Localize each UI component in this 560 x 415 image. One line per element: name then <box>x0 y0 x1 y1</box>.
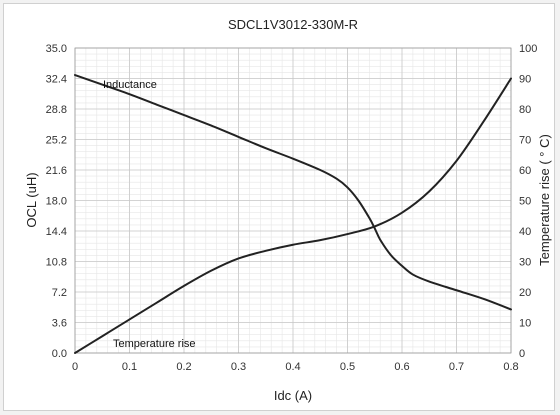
x-tick-label: 0.4 <box>285 361 300 373</box>
y-right-tick-label: 90 <box>519 74 531 86</box>
y-right-tick-label: 20 <box>519 287 531 299</box>
x-tick-label: 0.5 <box>340 361 355 373</box>
chart-frame <box>3 3 555 411</box>
y-right-tick-label: 100 <box>519 43 537 55</box>
x-tick-label: 0.7 <box>449 361 464 373</box>
series-line-temperature-rise <box>74 77 512 354</box>
plot-area <box>74 47 512 354</box>
y-right-axis-title: Temperature rise ( ° C) <box>537 134 552 266</box>
temperature-rise-annotation: Temperature rise <box>113 338 196 350</box>
y-left-tick-label: 25.2 <box>46 135 67 147</box>
y-right-tick-label: 0 <box>519 348 525 360</box>
y-left-tick-label: 7.2 <box>52 287 67 299</box>
y-right-tick-label: 50 <box>519 196 531 208</box>
y-right-tick-label: 10 <box>519 318 531 330</box>
y-right-tick-label: 80 <box>519 104 531 116</box>
chart-title: SDCL1V3012-330M-R <box>228 17 358 32</box>
grid <box>74 47 512 354</box>
y-right-tick-label: 70 <box>519 135 531 147</box>
x-tick-label: 0.1 <box>122 361 137 373</box>
y-left-axis-title: OCL (uH) <box>24 172 39 227</box>
y-left-tick-label: 14.4 <box>46 226 67 238</box>
y-left-tick-label: 3.6 <box>52 318 67 330</box>
x-tick-label: 0.8 <box>503 361 518 373</box>
x-tick-label: 0 <box>72 361 78 373</box>
y-right-tick-label: 30 <box>519 257 531 269</box>
y-right-tick-label: 60 <box>519 165 531 177</box>
y-left-tick-label: 21.6 <box>46 165 67 177</box>
y-left-tick-label: 35.0 <box>46 43 67 55</box>
tick-layer: 0 0.1 0.2 0.3 0.4 0.5 0.6 0.7 0.8 0.0 3.6 7.2 10.8 14… <box>46 43 538 373</box>
y-left-tick-label: 0.0 <box>52 348 67 360</box>
y-right-tick-label: 40 <box>519 226 531 238</box>
x-tick-label: 0.6 <box>394 361 409 373</box>
y-left-tick-label: 18.0 <box>46 196 67 208</box>
series-layer <box>74 74 512 354</box>
x-tick-label: 0.3 <box>231 361 246 373</box>
y-left-tick-label: 28.8 <box>46 104 67 116</box>
inductance-annotation: Inductance <box>103 79 157 91</box>
x-axis-title: Idc (A) <box>274 388 312 403</box>
x-tick-label: 0.2 <box>176 361 191 373</box>
y-left-tick-label: 10.8 <box>46 257 67 269</box>
y-left-tick-label: 32.4 <box>46 74 67 86</box>
series-line-inductance <box>74 74 512 311</box>
